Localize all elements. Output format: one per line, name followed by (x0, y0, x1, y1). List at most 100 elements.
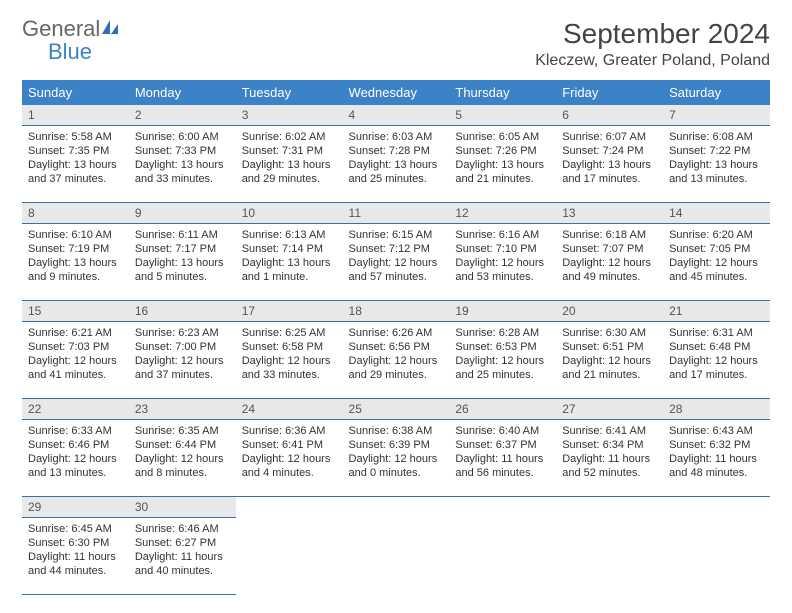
calendar-head: SundayMondayTuesdayWednesdayThursdayFrid… (22, 80, 770, 105)
day-10-line-2: Daylight: 13 hours (242, 256, 337, 270)
day-18-cell: Sunrise: 6:26 AMSunset: 6:56 PMDaylight:… (343, 322, 450, 399)
day-13-number: 13 (556, 203, 663, 224)
day-4-line-1: Sunset: 7:28 PM (349, 144, 444, 158)
brand-word-2: Blue (22, 39, 92, 64)
day-9-line-3: and 5 minutes. (135, 270, 230, 284)
day-9-line-0: Sunrise: 6:11 AM (135, 228, 230, 242)
day-11-line-1: Sunset: 7:12 PM (349, 242, 444, 256)
day-18-line-3: and 29 minutes. (349, 368, 444, 382)
day-25-line-1: Sunset: 6:39 PM (349, 438, 444, 452)
day-6-cell: Sunrise: 6:07 AMSunset: 7:24 PMDaylight:… (556, 126, 663, 203)
day-30-number: 30 (129, 497, 236, 518)
day-17-line-0: Sunrise: 6:25 AM (242, 326, 337, 340)
day-24-line-0: Sunrise: 6:36 AM (242, 424, 337, 438)
day-28-line-2: Daylight: 11 hours (669, 452, 764, 466)
day-28-line-0: Sunrise: 6:43 AM (669, 424, 764, 438)
day-12-number: 12 (449, 203, 556, 224)
day-5-line-1: Sunset: 7:26 PM (455, 144, 550, 158)
day-22-cell: Sunrise: 6:33 AMSunset: 6:46 PMDaylight:… (22, 420, 129, 497)
week-1-numbers: 1234567 (22, 105, 770, 126)
empty-cell (449, 497, 556, 518)
day-18-line-2: Daylight: 12 hours (349, 354, 444, 368)
day-7-line-2: Daylight: 13 hours (669, 158, 764, 172)
day-19-number: 19 (449, 301, 556, 322)
day-9-number: 9 (129, 203, 236, 224)
day-1-cell: Sunrise: 5:58 AMSunset: 7:35 PMDaylight:… (22, 126, 129, 203)
day-5-line-0: Sunrise: 6:05 AM (455, 130, 550, 144)
brand-text: General Blue (22, 18, 120, 64)
day-17-line-3: and 33 minutes. (242, 368, 337, 382)
day-19-line-3: and 25 minutes. (455, 368, 550, 382)
day-25-line-0: Sunrise: 6:38 AM (349, 424, 444, 438)
day-30-line-3: and 40 minutes. (135, 564, 230, 578)
day-27-line-1: Sunset: 6:34 PM (562, 438, 657, 452)
day-14-number: 14 (663, 203, 770, 224)
day-27-line-3: and 52 minutes. (562, 466, 657, 480)
day-10-line-1: Sunset: 7:14 PM (242, 242, 337, 256)
day-11-line-3: and 57 minutes. (349, 270, 444, 284)
day-header-row: SundayMondayTuesdayWednesdayThursdayFrid… (22, 80, 770, 105)
day-17-cell: Sunrise: 6:25 AMSunset: 6:58 PMDaylight:… (236, 322, 343, 399)
day-11-line-2: Daylight: 12 hours (349, 256, 444, 270)
day-9-cell: Sunrise: 6:11 AMSunset: 7:17 PMDaylight:… (129, 224, 236, 301)
day-24-line-3: and 4 minutes. (242, 466, 337, 480)
day-6-line-3: and 17 minutes. (562, 172, 657, 186)
day-16-line-3: and 37 minutes. (135, 368, 230, 382)
day-19-cell: Sunrise: 6:28 AMSunset: 6:53 PMDaylight:… (449, 322, 556, 399)
day-29-line-3: and 44 minutes. (28, 564, 123, 578)
day-17-line-2: Daylight: 12 hours (242, 354, 337, 368)
day-6-line-1: Sunset: 7:24 PM (562, 144, 657, 158)
day-8-cell: Sunrise: 6:10 AMSunset: 7:19 PMDaylight:… (22, 224, 129, 301)
day-header-sunday: Sunday (22, 80, 129, 105)
day-15-line-1: Sunset: 7:03 PM (28, 340, 123, 354)
day-5-line-2: Daylight: 13 hours (455, 158, 550, 172)
day-17-line-1: Sunset: 6:58 PM (242, 340, 337, 354)
day-14-line-0: Sunrise: 6:20 AM (669, 228, 764, 242)
day-header-monday: Monday (129, 80, 236, 105)
empty-cell (556, 497, 663, 518)
day-22-line-0: Sunrise: 6:33 AM (28, 424, 123, 438)
day-3-line-0: Sunrise: 6:02 AM (242, 130, 337, 144)
brand-word-1: General (22, 16, 100, 41)
day-29-line-1: Sunset: 6:30 PM (28, 536, 123, 550)
week-5-body: Sunrise: 6:45 AMSunset: 6:30 PMDaylight:… (22, 518, 770, 595)
day-20-line-2: Daylight: 12 hours (562, 354, 657, 368)
day-10-cell: Sunrise: 6:13 AMSunset: 7:14 PMDaylight:… (236, 224, 343, 301)
day-29-line-0: Sunrise: 6:45 AM (28, 522, 123, 536)
day-24-line-2: Daylight: 12 hours (242, 452, 337, 466)
header-row: General Blue September 2024 Kleczew, Gre… (22, 18, 770, 70)
day-header-saturday: Saturday (663, 80, 770, 105)
day-30-line-1: Sunset: 6:27 PM (135, 536, 230, 550)
day-13-line-1: Sunset: 7:07 PM (562, 242, 657, 256)
day-4-cell: Sunrise: 6:03 AMSunset: 7:28 PMDaylight:… (343, 126, 450, 203)
day-14-line-1: Sunset: 7:05 PM (669, 242, 764, 256)
empty-cell (343, 497, 450, 518)
day-22-line-3: and 13 minutes. (28, 466, 123, 480)
day-30-cell: Sunrise: 6:46 AMSunset: 6:27 PMDaylight:… (129, 518, 236, 595)
day-21-line-2: Daylight: 12 hours (669, 354, 764, 368)
day-24-number: 24 (236, 399, 343, 420)
day-2-line-2: Daylight: 13 hours (135, 158, 230, 172)
day-26-cell: Sunrise: 6:40 AMSunset: 6:37 PMDaylight:… (449, 420, 556, 497)
day-29-line-2: Daylight: 11 hours (28, 550, 123, 564)
day-15-line-0: Sunrise: 6:21 AM (28, 326, 123, 340)
day-3-number: 3 (236, 105, 343, 126)
day-10-line-3: and 1 minute. (242, 270, 337, 284)
day-9-line-2: Daylight: 13 hours (135, 256, 230, 270)
sail-icon (100, 18, 120, 41)
day-3-line-1: Sunset: 7:31 PM (242, 144, 337, 158)
title-block: September 2024 Kleczew, Greater Poland, … (535, 18, 770, 70)
brand-logo: General Blue (22, 18, 120, 64)
week-5-numbers: 2930 (22, 497, 770, 518)
day-29-number: 29 (22, 497, 129, 518)
day-18-line-1: Sunset: 6:56 PM (349, 340, 444, 354)
day-4-line-3: and 25 minutes. (349, 172, 444, 186)
day-1-line-0: Sunrise: 5:58 AM (28, 130, 123, 144)
week-3-numbers: 15161718192021 (22, 301, 770, 322)
day-6-line-0: Sunrise: 6:07 AM (562, 130, 657, 144)
day-26-line-2: Daylight: 11 hours (455, 452, 550, 466)
day-23-cell: Sunrise: 6:35 AMSunset: 6:44 PMDaylight:… (129, 420, 236, 497)
day-11-line-0: Sunrise: 6:15 AM (349, 228, 444, 242)
day-19-line-2: Daylight: 12 hours (455, 354, 550, 368)
week-2-body: Sunrise: 6:10 AMSunset: 7:19 PMDaylight:… (22, 224, 770, 301)
